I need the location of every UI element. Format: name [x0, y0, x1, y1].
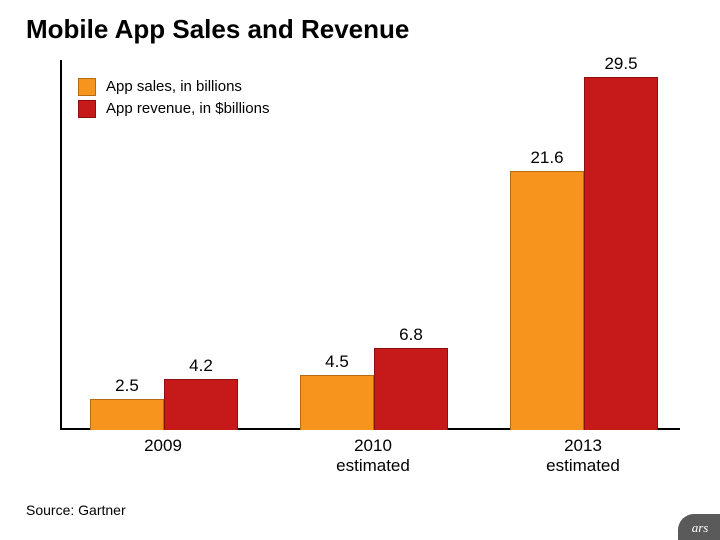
category-label: 2010estimated	[300, 436, 446, 476]
bar-value-label: 6.8	[375, 325, 447, 345]
ars-badge: ars	[678, 514, 720, 540]
bar-sales: 4.5	[300, 375, 374, 430]
bar-sales: 21.6	[510, 171, 584, 430]
bar-value-label: 4.2	[165, 356, 237, 376]
category-label: 2009	[90, 436, 236, 456]
bar-revenue: 29.5	[584, 77, 658, 430]
chart-title: Mobile App Sales and Revenue	[26, 14, 409, 45]
source-attribution: Source: Gartner	[26, 502, 126, 518]
bar-value-label: 29.5	[585, 54, 657, 74]
bar-sales: 2.5	[90, 399, 164, 430]
chart-plot-area: 2.54.220094.56.82010estimated21.629.5201…	[60, 60, 680, 430]
bar-value-label: 2.5	[91, 376, 163, 396]
category-label: 2013estimated	[510, 436, 656, 476]
y-axis	[60, 60, 62, 430]
bar-revenue: 6.8	[374, 348, 448, 430]
bar-value-label: 4.5	[301, 352, 373, 372]
bar-revenue: 4.2	[164, 379, 238, 430]
bar-value-label: 21.6	[511, 148, 583, 168]
